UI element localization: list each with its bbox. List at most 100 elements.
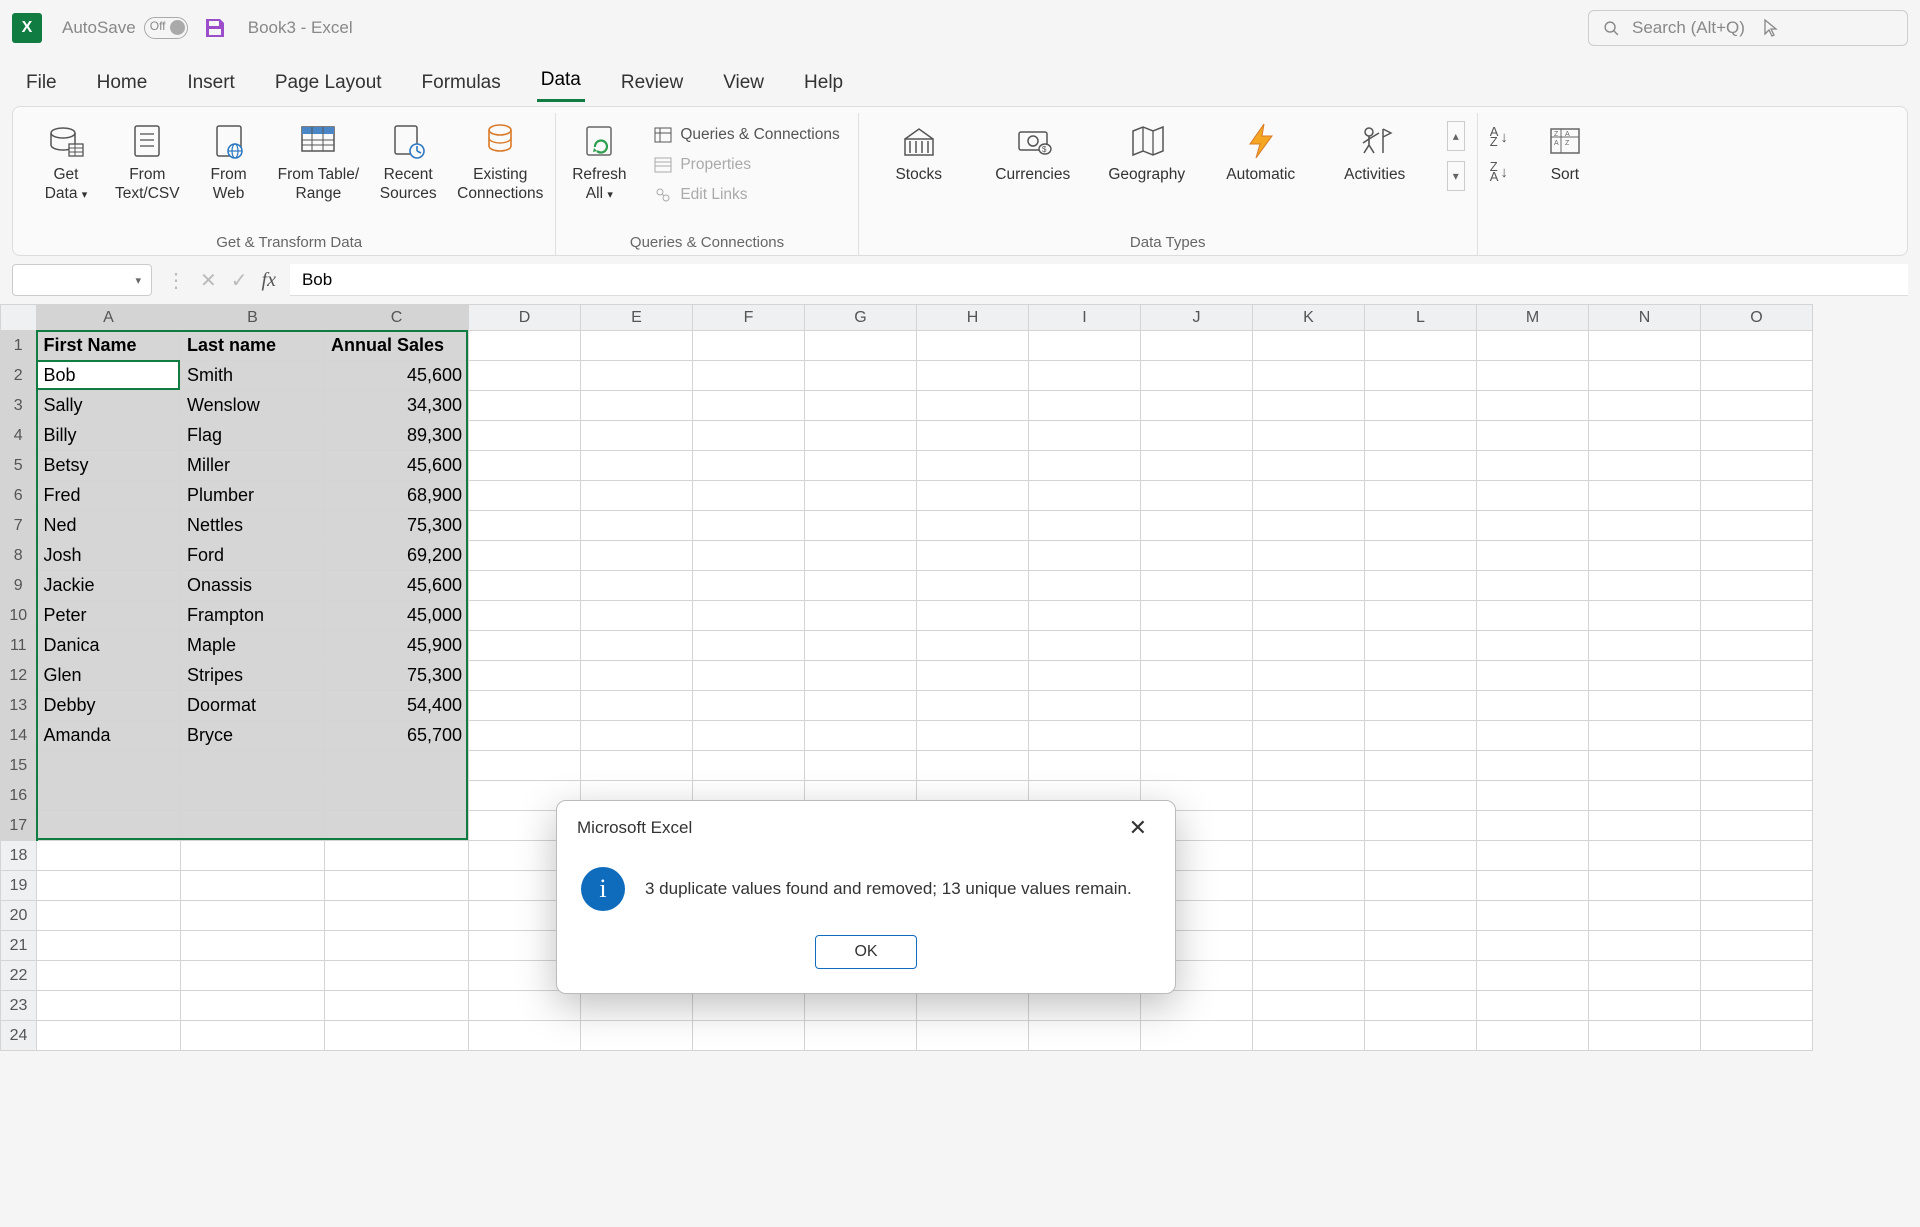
cell-L6[interactable] <box>1365 481 1477 511</box>
cell-A17[interactable] <box>37 811 181 841</box>
data-types-scroll-up[interactable]: ▴ <box>1447 121 1465 151</box>
cell-G7[interactable] <box>805 511 917 541</box>
tab-view[interactable]: View <box>719 64 768 102</box>
cell-D8[interactable] <box>469 541 581 571</box>
cell-E12[interactable] <box>581 661 693 691</box>
name-box[interactable]: ▾ <box>12 264 152 296</box>
cell-J13[interactable] <box>1141 691 1253 721</box>
cell-O11[interactable] <box>1701 631 1813 661</box>
cell-C15[interactable] <box>325 751 469 781</box>
cell-O19[interactable] <box>1701 871 1813 901</box>
cell-J3[interactable] <box>1141 391 1253 421</box>
cell-K7[interactable] <box>1253 511 1365 541</box>
cell-E4[interactable] <box>581 421 693 451</box>
cell-L12[interactable] <box>1365 661 1477 691</box>
cell-O22[interactable] <box>1701 961 1813 991</box>
cell-H4[interactable] <box>917 421 1029 451</box>
cell-F14[interactable] <box>693 721 805 751</box>
cell-J1[interactable] <box>1141 331 1253 361</box>
cell-B19[interactable] <box>181 871 325 901</box>
cell-C22[interactable] <box>325 961 469 991</box>
cell-G4[interactable] <box>805 421 917 451</box>
cell-M21[interactable] <box>1477 931 1589 961</box>
cell-A9[interactable]: Jackie <box>37 571 181 601</box>
cell-B18[interactable] <box>181 841 325 871</box>
row-header-18[interactable]: 18 <box>1 841 37 871</box>
cell-L8[interactable] <box>1365 541 1477 571</box>
cell-O4[interactable] <box>1701 421 1813 451</box>
cell-N17[interactable] <box>1589 811 1701 841</box>
cell-C13[interactable]: 54,400 <box>325 691 469 721</box>
cell-K2[interactable] <box>1253 361 1365 391</box>
cell-N19[interactable] <box>1589 871 1701 901</box>
cell-C17[interactable] <box>325 811 469 841</box>
tab-page-layout[interactable]: Page Layout <box>271 64 386 102</box>
cell-H12[interactable] <box>917 661 1029 691</box>
cell-B9[interactable]: Onassis <box>181 571 325 601</box>
cell-K8[interactable] <box>1253 541 1365 571</box>
cell-C18[interactable] <box>325 841 469 871</box>
cell-A6[interactable]: Fred <box>37 481 181 511</box>
cell-J24[interactable] <box>1141 1021 1253 1051</box>
cell-L21[interactable] <box>1365 931 1477 961</box>
cell-G15[interactable] <box>805 751 917 781</box>
cell-I4[interactable] <box>1029 421 1141 451</box>
col-header-C[interactable]: C <box>325 305 469 331</box>
cell-L3[interactable] <box>1365 391 1477 421</box>
cell-G5[interactable] <box>805 451 917 481</box>
formula-input[interactable]: Bob <box>290 264 1908 296</box>
cell-E15[interactable] <box>581 751 693 781</box>
cell-B21[interactable] <box>181 931 325 961</box>
cell-A4[interactable]: Billy <box>37 421 181 451</box>
cell-B24[interactable] <box>181 1021 325 1051</box>
cell-F12[interactable] <box>693 661 805 691</box>
from-web-button[interactable]: FromWeb <box>198 121 260 204</box>
cell-I15[interactable] <box>1029 751 1141 781</box>
tab-home[interactable]: Home <box>93 64 152 102</box>
cell-L15[interactable] <box>1365 751 1477 781</box>
tab-file[interactable]: File <box>22 64 61 102</box>
cell-I23[interactable] <box>1029 991 1141 1021</box>
cell-D11[interactable] <box>469 631 581 661</box>
tab-data[interactable]: Data <box>537 61 585 102</box>
cell-B6[interactable]: Plumber <box>181 481 325 511</box>
row-header-24[interactable]: 24 <box>1 1021 37 1051</box>
cell-J7[interactable] <box>1141 511 1253 541</box>
queries-connections-button[interactable]: Queries & Connections <box>648 123 845 147</box>
cell-E3[interactable] <box>581 391 693 421</box>
col-header-E[interactable]: E <box>581 305 693 331</box>
cell-C14[interactable]: 65,700 <box>325 721 469 751</box>
cell-F7[interactable] <box>693 511 805 541</box>
row-header-19[interactable]: 19 <box>1 871 37 901</box>
cell-F6[interactable] <box>693 481 805 511</box>
cell-D9[interactable] <box>469 571 581 601</box>
cell-C10[interactable]: 45,000 <box>325 601 469 631</box>
cell-J9[interactable] <box>1141 571 1253 601</box>
cell-A10[interactable]: Peter <box>37 601 181 631</box>
col-header-G[interactable]: G <box>805 305 917 331</box>
cell-O16[interactable] <box>1701 781 1813 811</box>
cell-L2[interactable] <box>1365 361 1477 391</box>
cell-H14[interactable] <box>917 721 1029 751</box>
cell-K9[interactable] <box>1253 571 1365 601</box>
cell-B7[interactable]: Nettles <box>181 511 325 541</box>
cell-L13[interactable] <box>1365 691 1477 721</box>
cell-E10[interactable] <box>581 601 693 631</box>
cell-J15[interactable] <box>1141 751 1253 781</box>
cell-K19[interactable] <box>1253 871 1365 901</box>
from-table-range-button[interactable]: From Table/Range <box>278 121 360 204</box>
recent-sources-button[interactable]: RecentSources <box>377 121 439 204</box>
sort-button[interactable]: ZAAZ Sort <box>1534 121 1596 184</box>
cell-F13[interactable] <box>693 691 805 721</box>
data-type-stocks-button[interactable]: Stocks <box>871 121 967 184</box>
cell-C20[interactable] <box>325 901 469 931</box>
col-header-O[interactable]: O <box>1701 305 1813 331</box>
cell-C24[interactable] <box>325 1021 469 1051</box>
row-header-1[interactable]: 1 <box>1 331 37 361</box>
cell-A22[interactable] <box>37 961 181 991</box>
cell-H2[interactable] <box>917 361 1029 391</box>
col-header-N[interactable]: N <box>1589 305 1701 331</box>
dialog-ok-button[interactable]: OK <box>815 935 917 969</box>
cell-K15[interactable] <box>1253 751 1365 781</box>
cell-D3[interactable] <box>469 391 581 421</box>
